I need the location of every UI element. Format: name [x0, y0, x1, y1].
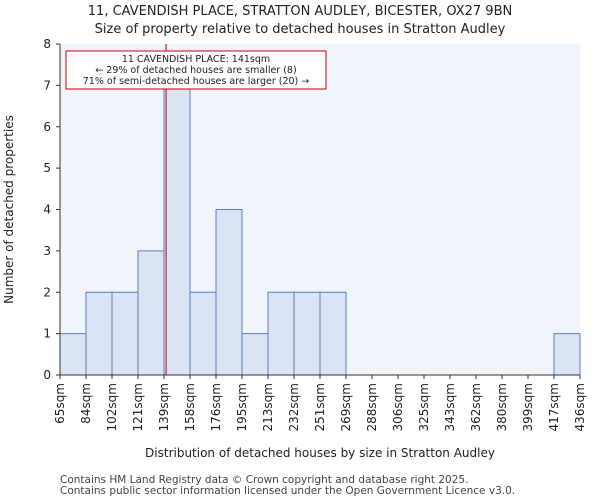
x-tick-label: 269sqm	[339, 383, 353, 431]
x-tick-label: 232sqm	[287, 383, 301, 431]
annotation-line-2: ← 29% of detached houses are smaller (8)	[95, 65, 296, 76]
histogram-bar	[189, 291, 217, 376]
annotation-box	[65, 50, 327, 90]
histogram-bar	[137, 250, 165, 376]
x-tick-label: 325sqm	[417, 383, 431, 431]
footer-licence: Contains public sector information licen…	[60, 485, 516, 497]
footer-copyright: Contains HM Land Registry data © Crown c…	[60, 474, 469, 486]
histogram-bar	[241, 333, 269, 376]
x-tick-label: 288sqm	[365, 383, 379, 431]
x-tick-label: 306sqm	[391, 383, 405, 431]
x-tick-label: 176sqm	[209, 383, 223, 431]
x-tick-label: 343sqm	[443, 383, 457, 431]
x-tick-label: 158sqm	[183, 383, 197, 431]
x-tick-label: 65sqm	[53, 383, 67, 424]
x-tick-label: 417sqm	[547, 383, 561, 431]
x-tick-label: 251sqm	[313, 383, 327, 431]
histogram-bar	[163, 84, 191, 376]
chart-subtitle: Size of property relative to detached ho…	[94, 22, 506, 37]
histogram-bar	[111, 291, 139, 376]
chart-title: 11, CAVENDISH PLACE, STRATTON AUDLEY, BI…	[87, 4, 513, 19]
histogram-bar	[215, 209, 243, 376]
y-axis-label: Number of detached properties	[2, 115, 16, 304]
y-tick-label: 1	[43, 327, 51, 341]
y-tick-label: 2	[43, 285, 51, 299]
y-tick-label: 0	[43, 368, 51, 382]
x-tick-label: 102sqm	[105, 383, 119, 431]
x-tick-label: 380sqm	[495, 383, 509, 431]
histogram-bar	[293, 291, 321, 376]
x-tick-label: 139sqm	[157, 383, 171, 431]
x-tick-label: 399sqm	[521, 383, 535, 431]
y-tick-label: 5	[43, 161, 51, 175]
x-tick-label: 195sqm	[235, 383, 249, 431]
y-tick-label: 8	[43, 37, 51, 51]
histogram-bar	[85, 291, 113, 376]
y-tick-label: 6	[43, 120, 51, 134]
x-tick-label: 84sqm	[79, 383, 93, 424]
y-tick-label: 4	[43, 203, 51, 217]
histogram-bar	[319, 291, 347, 376]
y-tick-label: 7	[43, 78, 51, 92]
histogram-bar	[59, 333, 87, 376]
histogram-bar	[267, 291, 295, 376]
y-tick-label: 3	[43, 244, 51, 258]
annotation-line-3: 71% of semi-detached houses are larger (…	[83, 76, 310, 87]
x-tick-label: 121sqm	[131, 383, 145, 431]
x-tick-label: 436sqm	[573, 383, 587, 431]
x-tick-label: 213sqm	[261, 383, 275, 431]
annotation-line-1: 11 CAVENDISH PLACE: 141sqm	[122, 54, 270, 65]
histogram-bar	[553, 333, 581, 376]
x-tick-label: 362sqm	[469, 383, 483, 431]
x-axis-label: Distribution of detached houses by size …	[145, 446, 495, 460]
